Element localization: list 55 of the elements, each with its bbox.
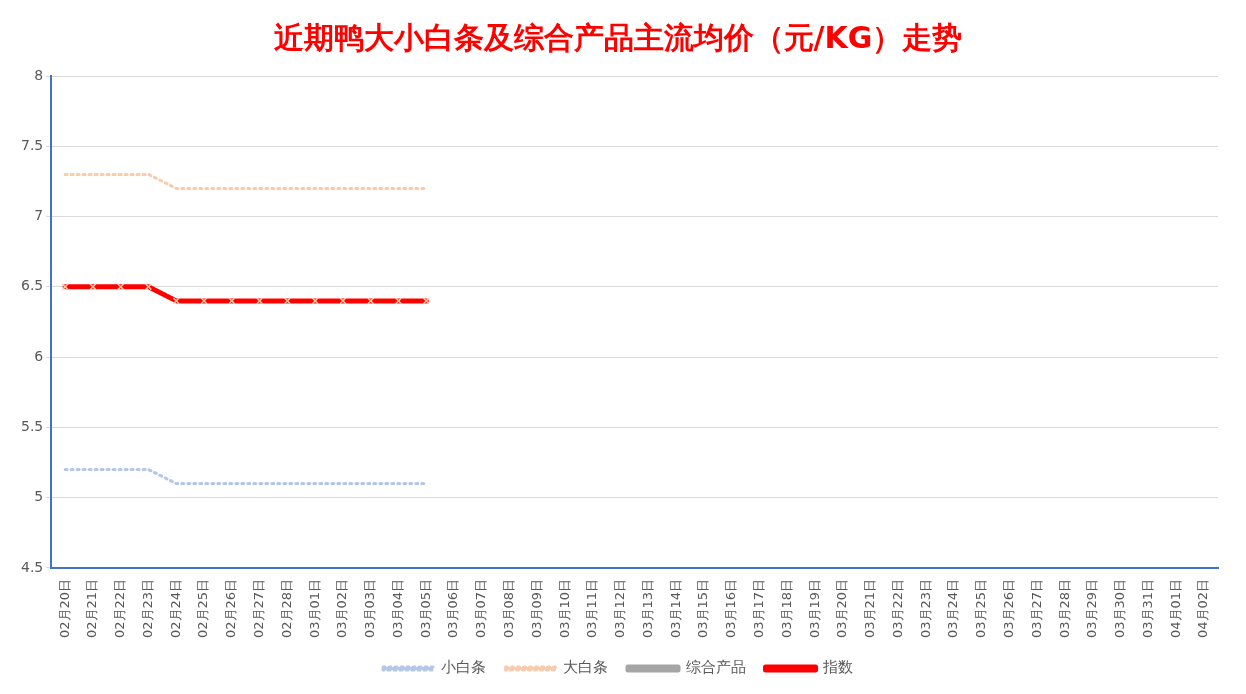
x-tick-label: 03月21日 [862, 578, 878, 639]
x-tick-label: 03月08日 [501, 578, 516, 639]
x-tick-label: 03月05日 [417, 578, 433, 639]
x-tick-label: 03月18日 [778, 578, 794, 639]
x-tick-label: 02月23日 [139, 578, 155, 639]
x-tick-label: 03月02日 [334, 578, 350, 639]
x-tick-label: 02月24日 [167, 578, 183, 639]
x-tick-label: 03月24日 [945, 578, 961, 639]
x-tick-label: 04月01日 [1167, 578, 1183, 639]
x-tick-label: 03月22日 [889, 578, 905, 639]
x-tick-label: 03月01日 [306, 578, 322, 639]
y-tick-label: 7.5 [21, 136, 44, 153]
x-tick-label: 03月07日 [473, 578, 489, 639]
x-tick-label: 03月03日 [362, 578, 378, 639]
x-tick-label: 03月09日 [528, 578, 544, 639]
x-tick-label: 03月10日 [556, 578, 572, 639]
x-tick-label: 03月12日 [612, 578, 628, 639]
x-tick-label: 03月26日 [1001, 578, 1017, 639]
x-tick-label: 02月22日 [112, 578, 128, 639]
legend-label: 小白条 [440, 658, 486, 677]
x-tick-label: 03月31日 [1139, 578, 1155, 639]
x-tick-label: 03月28日 [1056, 578, 1072, 639]
x-tick-label: 03月04日 [389, 578, 405, 639]
x-tick-label: 03月29日 [1084, 578, 1100, 639]
x-tick-label: 03月23日 [917, 578, 933, 639]
x-tick-label: 04月02日 [1195, 578, 1211, 639]
y-tick-label: 5.5 [21, 418, 44, 435]
x-tick-label: 03月15日 [695, 578, 711, 639]
x-tick-label: 03月11日 [584, 578, 600, 639]
x-tick-label: 02月21日 [84, 578, 100, 639]
y-tick-label: 4.5 [21, 558, 44, 575]
y-tick-label: 6 [34, 347, 44, 364]
chart-title: 近期鸭大小白条及综合产品主流均价（元/KG）走势 [273, 19, 963, 55]
y-tick-label: 5 [34, 488, 44, 505]
y-tick-label: 8 [34, 66, 44, 83]
x-tick-label: 03月17日 [751, 578, 767, 639]
x-tick-label: 02月20日 [56, 578, 72, 639]
legend-label: 大白条 [563, 658, 608, 677]
x-tick-label: 03月27日 [1028, 578, 1044, 639]
x-tick-label: 03月25日 [973, 578, 989, 639]
y-tick-label: 6.5 [21, 277, 44, 294]
x-tick-label: 03月14日 [667, 578, 683, 639]
x-tick-label: 02月26日 [223, 578, 239, 639]
x-tick-label: 03月30日 [1112, 578, 1128, 639]
x-tick-label: 03月19日 [806, 578, 822, 639]
x-tick-label: 02月27日 [250, 578, 266, 639]
y-tick-label: 7 [34, 207, 44, 224]
legend-label: 综合产品 [685, 658, 746, 677]
legend-label: 指数 [822, 658, 853, 677]
x-tick-label: 03月20日 [834, 578, 850, 639]
x-tick-label: 02月28日 [278, 578, 294, 639]
x-tick-label: 03月16日 [723, 578, 739, 639]
x-tick-label: 03月06日 [445, 578, 461, 639]
x-tick-label: 03月13日 [639, 578, 655, 639]
x-tick-label: 02月25日 [195, 578, 211, 639]
